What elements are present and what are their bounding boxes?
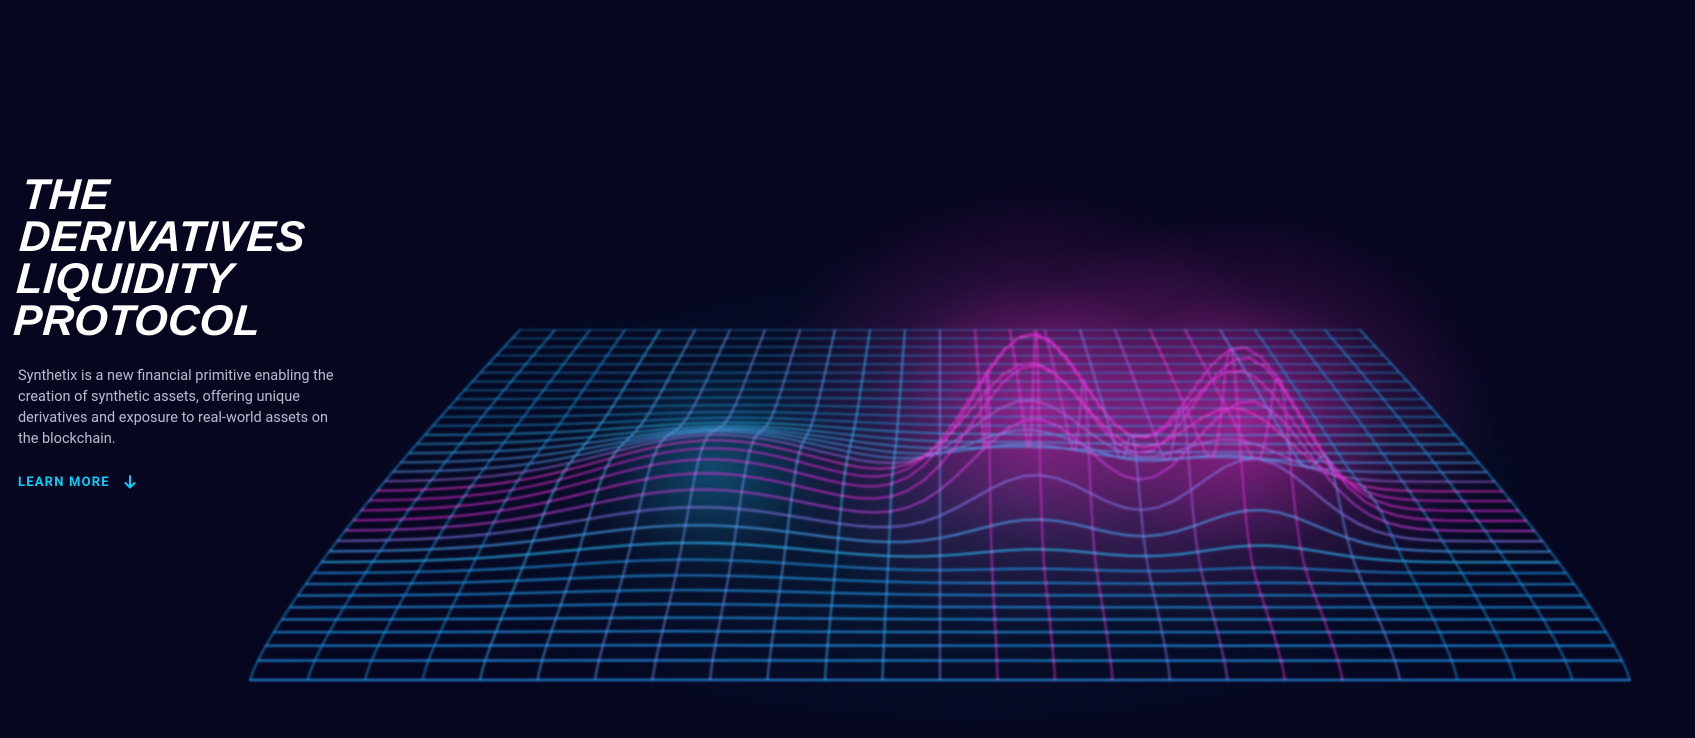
arrow-down-icon: [124, 475, 136, 489]
learn-more-link[interactable]: LEARN MORE: [18, 475, 136, 490]
hero-text-block: THE DERIVATIVES LIQUIDITY PROTOCOL Synth…: [18, 174, 348, 490]
learn-more-label: LEARN MORE: [18, 475, 110, 490]
hero-headline: THE DERIVATIVES LIQUIDITY PROTOCOL: [12, 174, 354, 343]
hero-subhead: Synthetix is a new financial primitive e…: [18, 365, 348, 449]
headline-line-2: DERIVATIVES: [18, 216, 351, 258]
wireframe-surface-graphic: [210, 90, 1670, 730]
headline-line-3: LIQUIDITY: [15, 258, 348, 300]
headline-line-1: THE: [21, 174, 354, 216]
headline-line-4: PROTOCOL: [12, 300, 345, 342]
